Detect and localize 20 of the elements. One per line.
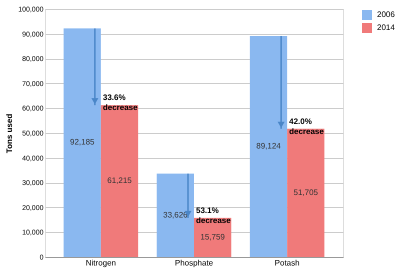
annotation: 33.6% decrease xyxy=(102,93,138,112)
bar xyxy=(100,105,138,257)
annotation: 53.1% decrease xyxy=(196,206,232,225)
bar xyxy=(156,174,194,257)
y-axis-title: Tons used xyxy=(5,114,14,154)
annotation: 42.0% decrease xyxy=(289,116,324,136)
data-label: 15,759 xyxy=(200,232,226,242)
data-label: 33,626 xyxy=(163,210,188,220)
data-label: 92,185 xyxy=(70,138,96,147)
data-label: 61,215 xyxy=(107,176,132,186)
bar xyxy=(64,28,101,257)
bar xyxy=(250,36,288,257)
bar xyxy=(287,128,324,257)
x-tick-label: Nitrogen xyxy=(86,258,116,268)
x-tick-label: Phosphate xyxy=(174,258,214,268)
legend-label: 2006 xyxy=(377,10,396,19)
legend-label: 2014 xyxy=(377,23,396,32)
data-label: 51,705 xyxy=(294,188,319,197)
data-label: 89,124 xyxy=(256,141,282,150)
x-tick-label: Potash xyxy=(274,258,300,268)
